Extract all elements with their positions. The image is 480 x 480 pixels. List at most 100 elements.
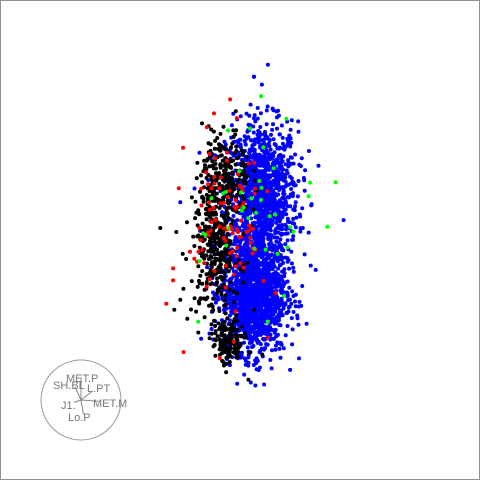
point-series-0 (250, 266, 255, 271)
point-series-1 (234, 209, 239, 214)
point-series-0 (276, 318, 281, 323)
point-series-0 (242, 340, 246, 345)
point-series-0 (255, 136, 260, 141)
point-series-3 (252, 246, 257, 251)
point-series-1 (210, 159, 215, 164)
point-series-0 (263, 161, 268, 166)
point-series-0 (251, 74, 256, 79)
biplot-label: MET.P (66, 373, 98, 385)
point-series-0 (302, 178, 307, 183)
point-series-1 (214, 171, 218, 176)
point-series-3 (308, 180, 313, 185)
point-series-0 (263, 314, 268, 319)
point-series-0 (249, 191, 254, 196)
point-series-1 (222, 336, 227, 340)
point-series-0 (274, 186, 279, 191)
point-series-0 (262, 382, 267, 387)
point-series-1 (198, 296, 203, 301)
point-series-1 (217, 285, 222, 290)
point-series-0 (293, 304, 298, 309)
point-series-1 (209, 246, 214, 251)
point-series-0 (244, 111, 249, 116)
point-series-0 (262, 220, 267, 225)
point-series-1 (225, 232, 230, 236)
point-series-0 (281, 154, 286, 159)
biplot-circle (40, 359, 122, 441)
point-series-1 (224, 220, 229, 225)
point-series-2 (234, 227, 239, 232)
point-series-1 (204, 206, 209, 211)
point-series-1 (224, 248, 229, 253)
point-series-0 (281, 209, 286, 214)
point-series-0 (252, 116, 256, 121)
point-series-0 (227, 363, 232, 368)
point-series-1 (252, 307, 257, 312)
point-series-0 (266, 274, 270, 279)
point-series-1 (221, 277, 225, 281)
biplot-label: Lo.P (68, 412, 91, 424)
point-series-1 (224, 302, 229, 307)
point-series-1 (212, 343, 217, 347)
point-series-3 (263, 247, 268, 252)
point-series-0 (260, 301, 265, 306)
point-series-0 (262, 224, 267, 229)
point-series-0 (261, 193, 265, 198)
point-series-0 (295, 316, 300, 321)
point-series-2 (217, 224, 222, 229)
point-series-0 (231, 214, 236, 218)
point-series-0 (306, 230, 311, 235)
point-series-0 (269, 273, 274, 278)
point-series-1 (195, 234, 200, 239)
point-series-0 (280, 141, 285, 146)
point-series-0 (251, 343, 256, 348)
point-series-0 (279, 291, 284, 295)
point-series-0 (254, 172, 259, 177)
point-series-1 (225, 183, 230, 188)
point-series-1 (200, 180, 205, 185)
point-series-3 (265, 319, 270, 324)
point-series-0 (285, 279, 290, 284)
point-series-0 (291, 207, 296, 212)
point-series-0 (232, 238, 237, 243)
point-series-0 (258, 125, 263, 129)
point-series-0 (295, 194, 300, 199)
point-series-0 (265, 62, 270, 67)
point-series-1 (223, 171, 228, 176)
point-series-1 (206, 249, 211, 254)
point-series-0 (250, 143, 255, 148)
point-series-0 (273, 161, 278, 166)
point-series-2 (199, 186, 204, 191)
point-series-3 (285, 245, 290, 250)
point-series-1 (251, 207, 256, 212)
point-series-0 (211, 290, 215, 295)
point-series-0 (246, 289, 251, 294)
point-series-0 (277, 210, 282, 215)
point-series-0 (246, 360, 251, 365)
point-series-0 (248, 178, 253, 183)
point-series-0 (284, 168, 289, 173)
point-series-0 (246, 135, 251, 140)
point-series-0 (240, 293, 245, 298)
point-series-0 (291, 294, 296, 298)
point-series-0 (251, 130, 256, 135)
point-series-0 (276, 178, 281, 183)
point-series-1 (234, 313, 239, 318)
point-series-3 (325, 224, 330, 229)
point-series-1 (195, 160, 200, 165)
point-series-0 (298, 164, 303, 168)
point-series-1 (214, 191, 219, 196)
point-series-0 (238, 287, 243, 292)
point-series-2 (224, 158, 229, 163)
point-series-1 (228, 205, 233, 210)
point-series-2 (213, 217, 218, 222)
point-series-0 (257, 296, 262, 300)
point-series-0 (290, 327, 295, 332)
point-series-0 (293, 183, 298, 188)
point-series-0 (256, 287, 261, 292)
point-series-0 (192, 186, 197, 191)
point-series-0 (262, 150, 267, 155)
point-series-0 (287, 133, 292, 138)
point-series-2 (250, 251, 255, 256)
point-series-1 (203, 163, 207, 168)
point-series-0 (253, 277, 258, 281)
